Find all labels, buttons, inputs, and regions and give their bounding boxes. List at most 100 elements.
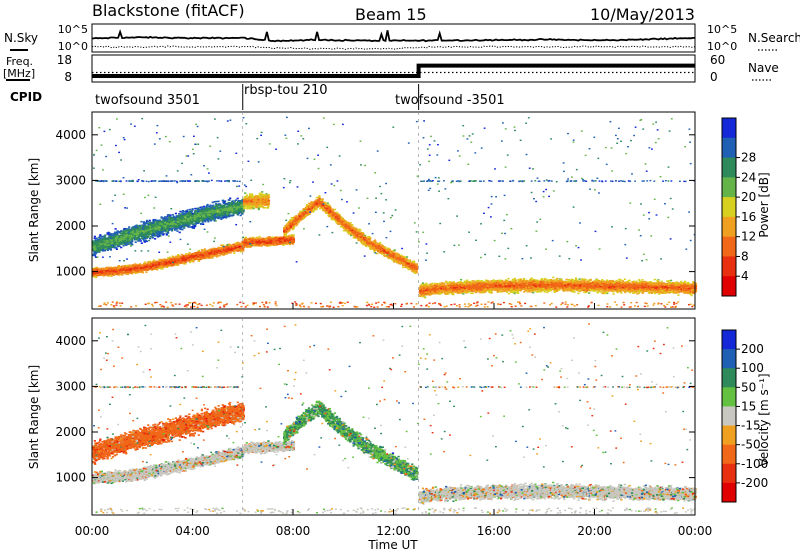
echo-cell: [144, 241, 146, 243]
echo-cell: [178, 258, 180, 260]
echo-cell: [158, 264, 160, 266]
echo-cell: [158, 262, 160, 264]
echo-cell: [218, 250, 220, 252]
echo-cell: [131, 273, 133, 275]
noise-right-label: N.Search: [748, 31, 800, 45]
echo-cell: [192, 208, 194, 210]
echo-cell: [180, 262, 182, 264]
echo-cell: [175, 213, 177, 215]
echo-cell: [98, 270, 100, 272]
echo-cell: [161, 216, 163, 218]
echo-cell: [144, 269, 146, 271]
echo-cell: [207, 251, 209, 253]
echo-cell: [233, 244, 235, 246]
echo-cell: [160, 268, 162, 270]
echo-cell: [182, 263, 184, 265]
echo-cell: [212, 202, 214, 204]
echo-cell: [96, 238, 98, 240]
echo-cell: [195, 257, 197, 259]
echo-cell: [210, 255, 212, 257]
echo-cell: [168, 261, 170, 263]
echo-cell: [117, 230, 119, 232]
echo-cell: [155, 268, 157, 270]
echo-cell: [124, 265, 126, 267]
echo-cell: [219, 255, 221, 257]
echo-cell: [115, 228, 117, 230]
echo-cell: [202, 249, 204, 251]
echo-cell: [225, 246, 227, 248]
echo-cell: [237, 198, 239, 200]
echo-cell: [93, 269, 95, 271]
echo-cell: [132, 269, 134, 271]
echo-cell: [98, 268, 100, 270]
echo-cell: [232, 245, 234, 247]
echo-cell: [206, 255, 208, 257]
echo-cell: [128, 226, 130, 228]
echo-cell: [185, 259, 187, 261]
freq-right-tick-low: 0: [710, 70, 718, 84]
rti-plot: Blackstone (fitACF) Beam 15 10/May/2013 …: [0, 0, 800, 554]
echo-cell: [152, 268, 154, 270]
echo-cell: [100, 236, 102, 238]
echo-cell: [212, 253, 214, 255]
noise-left-tick-high: 10^5: [58, 23, 88, 36]
echo-cell: [162, 262, 164, 264]
noise-series-sky: [92, 30, 695, 41]
echo-cell: [234, 247, 236, 249]
echo-cell: [136, 267, 138, 269]
echo-cell: [94, 238, 96, 240]
freq-left-tick-low: 8: [64, 70, 72, 84]
echo-cell: [101, 274, 103, 276]
echo-cell: [240, 215, 242, 217]
noise-right-tick-low: 10^0: [707, 40, 737, 53]
echo-cell: [192, 253, 194, 255]
echo-cell: [240, 245, 242, 247]
echo-cell: [110, 275, 112, 277]
echo-cell: [126, 273, 128, 275]
echo-cell: [130, 268, 132, 270]
echo-cell: [144, 266, 146, 268]
echo-cell: [178, 213, 180, 215]
echo-cell: [222, 244, 224, 246]
echo-cell: [115, 269, 117, 271]
echo-cell: [99, 271, 101, 273]
echo-cell: [123, 271, 125, 273]
echo-cell: [189, 256, 191, 258]
echo-cell: [233, 251, 235, 253]
echo-cell: [145, 271, 147, 273]
echo-cell: [221, 253, 223, 255]
echo-cell: [103, 269, 105, 271]
noise-panel: N.Sky 10^5 10^0 10^5 10^0 N.Search: [4, 23, 800, 53]
echo-cell: [150, 264, 152, 266]
echo-cell: [124, 268, 126, 270]
echo-cell: [191, 255, 193, 257]
echo-cell: [120, 273, 122, 275]
echo-cell: [113, 267, 115, 269]
echo-cell: [109, 273, 111, 275]
echo-cell: [187, 257, 189, 259]
echo-cell: [148, 263, 150, 265]
echo-cell: [152, 262, 154, 264]
station-title: Blackstone (fitACF): [92, 1, 245, 20]
echo-cell: [126, 268, 128, 270]
echo-cell: [139, 269, 141, 271]
echo-cell: [153, 266, 155, 268]
echo-cell: [232, 248, 234, 250]
echo-cell: [134, 267, 136, 269]
echo-cell: [140, 221, 142, 223]
freq-label-line2: [MHz]: [3, 67, 35, 80]
echo-cell: [148, 267, 150, 269]
echo-cell: [99, 273, 101, 275]
echo-cell: [212, 248, 214, 250]
beam-title: Beam 15: [355, 5, 427, 24]
echo-cell: [172, 260, 174, 262]
echo-cell: [157, 266, 159, 268]
echo-cell: [216, 251, 218, 253]
echo-cell: [112, 274, 114, 276]
freq-lines: [92, 66, 695, 76]
echo-cell: [172, 256, 174, 258]
echo-cell: [118, 268, 120, 270]
echo-cell: [107, 270, 109, 272]
echo-cell: [119, 266, 121, 268]
